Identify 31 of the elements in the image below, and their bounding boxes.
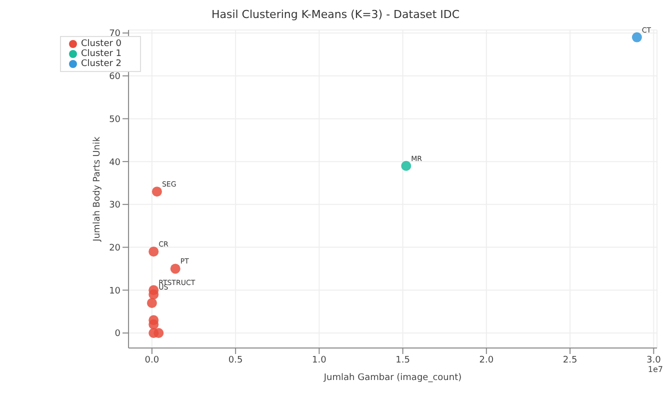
legend-label: Cluster 1 [81, 49, 122, 59]
point [170, 264, 180, 274]
y-tick-label: 0 [114, 329, 121, 340]
point [152, 186, 162, 197]
y-tick-label: 40 [109, 158, 121, 168]
y-tick-label: 50 [109, 114, 121, 125]
x-tick-label: 2.0 [479, 355, 494, 366]
x-tick-label: 0.0 [144, 355, 160, 366]
legend-label: Cluster 2 [81, 59, 122, 69]
x-tick-label: 0.5 [228, 355, 243, 366]
point [401, 160, 412, 171]
point [146, 298, 157, 308]
y-tick-label: 60 [109, 72, 121, 82]
point [148, 289, 159, 300]
x-tick-label: 2.5 [562, 355, 578, 366]
x-tick-label: 3.0 [646, 355, 662, 366]
y-tick-label: 30 [109, 200, 121, 211]
text: 1e7 [648, 365, 663, 374]
chart-title: Hasil Clustering K-Means (K=3) - Dataset IDC [210, 8, 461, 21]
x-axis-title: Jumlah Gambar (image_count) [322, 373, 462, 383]
x-tick-label: 1.5 [396, 355, 410, 366]
y-tick-label: 20 [109, 243, 121, 254]
point [148, 246, 159, 257]
y-axis-title: Jumlah Body Parts Unik [92, 136, 103, 242]
point [154, 328, 164, 338]
point [148, 319, 159, 330]
y-tick-label: 10 [109, 286, 121, 296]
point [632, 32, 642, 42]
y-tick-label: 70 [109, 29, 121, 40]
legend-label: Cluster 0 [81, 39, 122, 49]
x-tick-label: 1.0 [312, 355, 327, 366]
